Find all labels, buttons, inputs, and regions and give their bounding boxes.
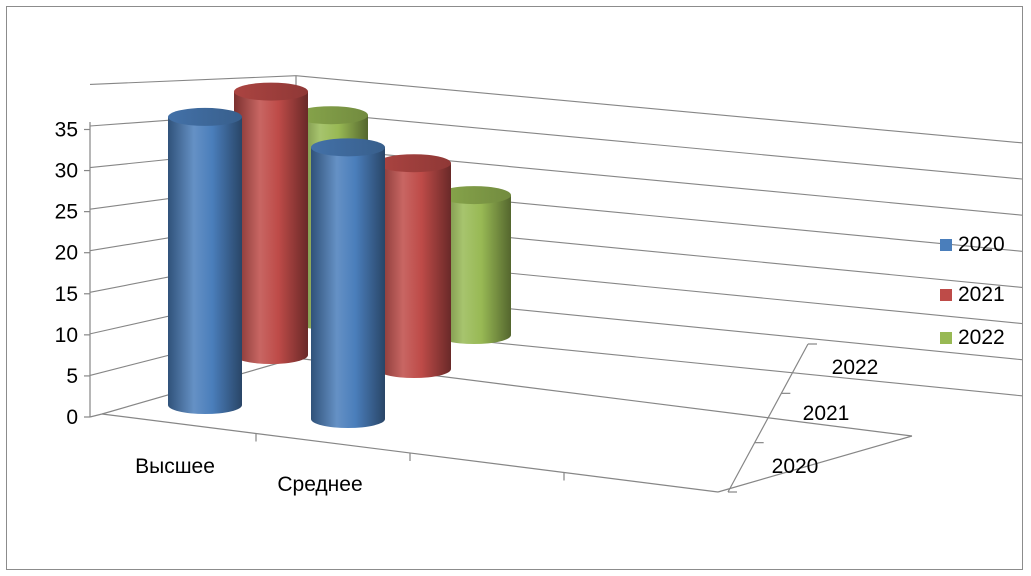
y-tick-label: 35 [55, 118, 78, 141]
bar-2020-Высшее [168, 107, 242, 414]
bar-top [377, 154, 451, 173]
bar-2022-Среднее [437, 186, 511, 344]
legend-item-2022: 2022 [940, 326, 1005, 349]
legend-item-2020: 2020 [940, 233, 1005, 256]
bar-top [437, 186, 511, 205]
back-gridline [295, 75, 1023, 144]
depth-tick-label: 2021 [803, 402, 850, 425]
bar-2021-Высшее [234, 82, 308, 365]
bar-2021-Среднее [377, 154, 451, 378]
y-tick-label: 5 [66, 365, 78, 388]
bar-body [311, 147, 385, 428]
bar-body [168, 116, 242, 414]
legend-swatch [940, 239, 952, 251]
y-tick-label: 0 [66, 406, 78, 429]
legend-label: 2021 [958, 283, 1005, 306]
bar-body [377, 163, 451, 378]
legend-swatch [940, 332, 952, 344]
floor-right-edge [717, 435, 913, 493]
x-tick-label: Высшее [135, 455, 215, 478]
bar-2020-Среднее [311, 138, 385, 428]
chart-bars [168, 82, 511, 428]
legend-swatch [940, 289, 952, 301]
y-tick-label: 20 [55, 242, 78, 265]
y-tick-label: 15 [55, 283, 78, 306]
bar-top [311, 138, 385, 157]
bar-top [294, 106, 368, 125]
bar-body [437, 195, 511, 344]
chart-legend: 2020 2021 2022 [940, 233, 1005, 349]
y-tick-label: 30 [55, 160, 78, 183]
chart-axes: 0 5 10 15 20 25 30 35 Высшее Среднее 2020 2021 2022 [55, 118, 879, 496]
value-axis-base [89, 413, 103, 418]
depth-axis-line [727, 343, 809, 493]
legend-item-2021: 2021 [940, 283, 1005, 306]
bar-body [234, 91, 308, 365]
bar-top [234, 82, 308, 101]
legend-label: 2020 [958, 233, 1005, 256]
legend-label: 2022 [958, 326, 1005, 349]
y-tick-label: 25 [55, 201, 78, 224]
bar-top [168, 107, 242, 126]
side-gridline [89, 75, 297, 85]
chart-frame [6, 6, 1023, 570]
depth-tick-label: 2022 [832, 356, 879, 379]
depth-tick-label: 2020 [772, 455, 819, 478]
x-tick-label: Среднее [277, 473, 362, 496]
back-gridline [295, 110, 1023, 180]
y-tick-label: 10 [55, 324, 78, 347]
